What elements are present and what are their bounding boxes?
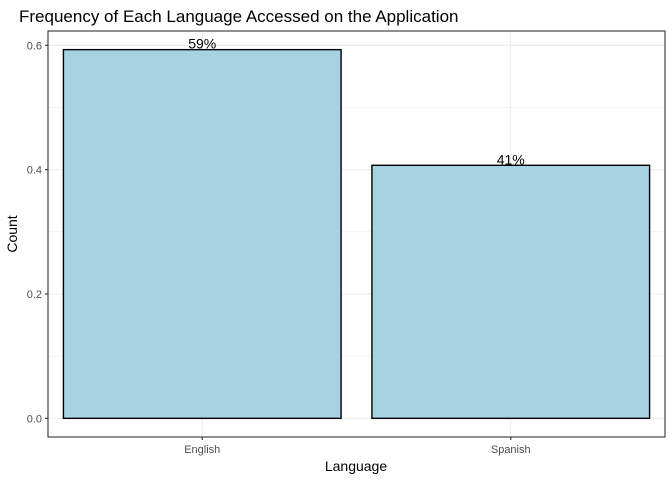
bars <box>62 48 651 420</box>
y-tick-label: 0.2 <box>27 289 42 301</box>
x-tick-label: English <box>184 444 220 456</box>
data-label: 41% <box>497 151 525 167</box>
y-axis: 0.0 0.2 0.4 0.6 <box>27 40 48 425</box>
bar-spanish <box>371 164 651 420</box>
x-axis: English Spanish <box>184 437 531 456</box>
y-tick-label: 0.6 <box>27 40 42 52</box>
y-axis-title: Count <box>4 215 20 252</box>
y-tick-label: 0.0 <box>27 413 42 425</box>
data-labels: 59% 41% <box>188 36 525 168</box>
data-label: 59% <box>188 36 216 52</box>
bar-english <box>62 48 342 420</box>
x-tick-label: Spanish <box>491 444 531 456</box>
chart-title: Frequency of Each Language Accessed on t… <box>19 7 458 26</box>
x-axis-title: Language <box>325 458 388 474</box>
y-tick-label: 0.4 <box>27 165 42 177</box>
plot-panel <box>47 30 666 438</box>
